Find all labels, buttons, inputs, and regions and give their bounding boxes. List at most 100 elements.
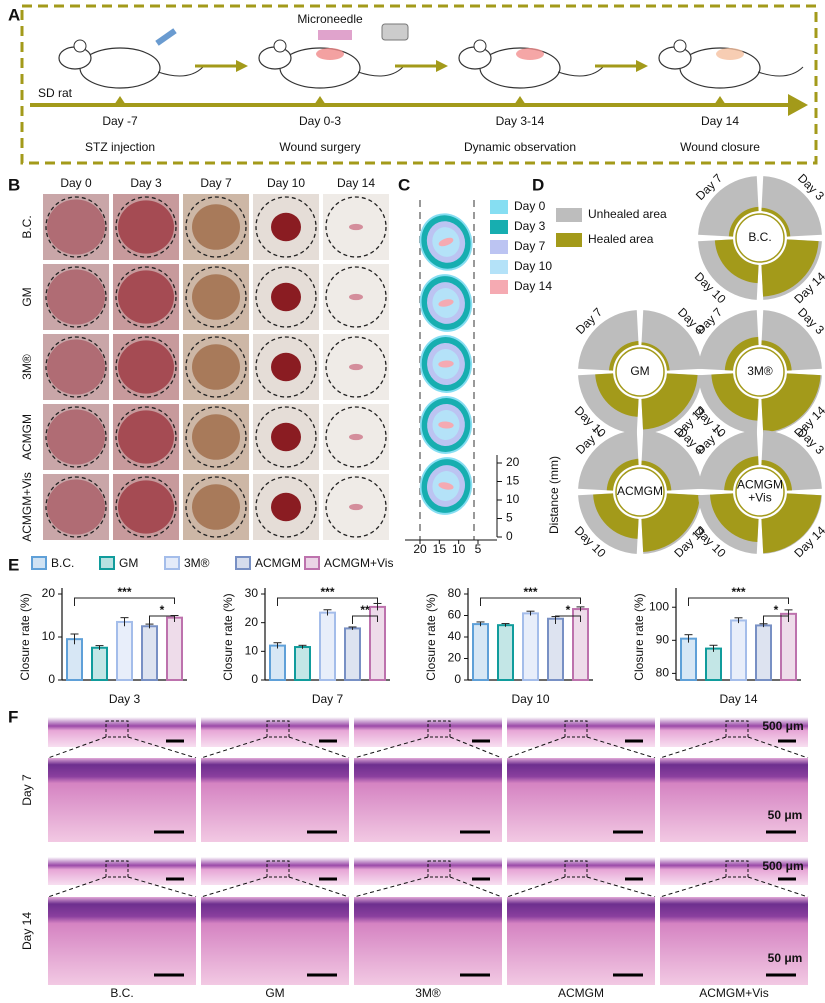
wound-outline	[185, 266, 247, 328]
row-label: GM	[20, 287, 34, 306]
healed-sector	[728, 206, 759, 237]
zoom-box	[105, 860, 129, 878]
y-axis-title: Closure rate (%)	[18, 593, 32, 680]
unhealed-sector	[578, 430, 639, 491]
zoom-box	[105, 720, 129, 738]
significance: *	[566, 603, 571, 617]
unhealed-sector	[761, 430, 822, 491]
bar	[780, 612, 797, 681]
rat-ear	[73, 39, 87, 53]
bar	[497, 624, 514, 681]
rose-group-label: GM	[630, 364, 649, 378]
rose-center	[735, 213, 785, 263]
zoom-line	[47, 876, 107, 898]
significance: ***	[117, 585, 131, 599]
legend-label: GM	[119, 556, 138, 570]
unhealed-sector	[578, 310, 639, 371]
healed-sector	[724, 336, 759, 371]
zoom-box	[564, 720, 588, 738]
y-tick-label: 20	[448, 651, 462, 665]
wound-outline	[185, 196, 247, 258]
wound-trace	[438, 237, 454, 247]
healed-sector	[724, 456, 759, 491]
wound-area	[349, 363, 363, 371]
label: Day 3-14	[496, 114, 545, 128]
label: Day -7	[102, 114, 138, 128]
y-tick-label: 80	[448, 586, 462, 600]
legend-label: Day 3	[514, 219, 546, 233]
wound-trace	[438, 421, 454, 429]
significance: ***	[320, 585, 334, 599]
legend-swatch	[304, 556, 320, 570]
tick-label: 15	[506, 474, 520, 488]
zoom-line	[353, 736, 429, 759]
healed-sector	[595, 373, 639, 417]
tick-label: 5	[506, 511, 513, 525]
y-tick-label: 0	[454, 672, 461, 686]
legend-swatch	[556, 233, 582, 247]
y-tick-label: 80	[656, 666, 670, 680]
zoom-line	[449, 876, 503, 898]
bar	[705, 647, 722, 681]
unhealed-sector	[698, 430, 759, 491]
y-axis-title: Closure rate (%)	[221, 593, 235, 680]
zoom-box	[427, 720, 451, 738]
rose-center	[735, 347, 785, 397]
zoom-box	[266, 860, 290, 878]
rose-group-label: B.C.	[748, 230, 771, 244]
legend-swatch	[164, 556, 180, 570]
significance-bracket	[149, 615, 175, 624]
significance: *	[160, 603, 165, 617]
bar	[755, 624, 772, 682]
healed-sector	[641, 373, 698, 430]
wound-outline	[45, 196, 107, 258]
significance-bracket	[763, 615, 789, 624]
zoom-line	[288, 876, 350, 898]
significance-bracket	[555, 615, 581, 624]
legend-label: Day 7	[514, 239, 546, 253]
timeline-marker	[514, 96, 526, 105]
bar	[166, 616, 183, 682]
wound-area	[192, 484, 240, 530]
legend-label: Unhealed area	[588, 207, 667, 221]
zoom-line	[200, 736, 268, 759]
legend-swatch	[235, 556, 251, 570]
y-tick-label: 30	[245, 586, 259, 600]
wound-outline	[45, 336, 107, 398]
timeline-marker	[314, 96, 326, 105]
unhealed-sector	[698, 310, 759, 371]
zoom-line	[200, 876, 268, 898]
wound	[516, 48, 544, 60]
zoom-image	[201, 758, 349, 842]
rat-ear	[273, 39, 287, 53]
wound-area	[192, 344, 240, 390]
bar	[141, 625, 158, 681]
bar	[91, 646, 108, 681]
zoom-line	[506, 736, 566, 759]
wound-area	[271, 212, 301, 242]
legend-swatch	[490, 200, 508, 214]
healed-sector	[709, 493, 759, 543]
y-tick-label: 60	[448, 608, 462, 622]
unhealed-sector	[761, 176, 822, 237]
rat-head	[458, 46, 492, 70]
wound-outline	[115, 476, 177, 538]
microneedle-device	[318, 30, 352, 40]
wound-area	[271, 352, 301, 382]
x-axis-title: Day 3	[109, 692, 141, 706]
y-axis-title: Closure rate (%)	[632, 593, 646, 680]
wound	[716, 48, 744, 60]
step-arrow-head	[436, 60, 448, 72]
zoom-box	[564, 860, 588, 878]
healed-sector	[609, 341, 639, 371]
healed-sector	[593, 493, 639, 539]
label: Wound surgery	[279, 140, 360, 154]
wound-outline	[45, 406, 107, 468]
healed-sector	[641, 460, 672, 491]
rat-body	[79, 47, 161, 89]
column-header: Day 14	[337, 176, 375, 190]
rat-tail	[557, 66, 604, 77]
panel-letter: B	[8, 175, 20, 194]
wound-trace	[438, 299, 454, 307]
significance-bracket	[352, 615, 378, 624]
